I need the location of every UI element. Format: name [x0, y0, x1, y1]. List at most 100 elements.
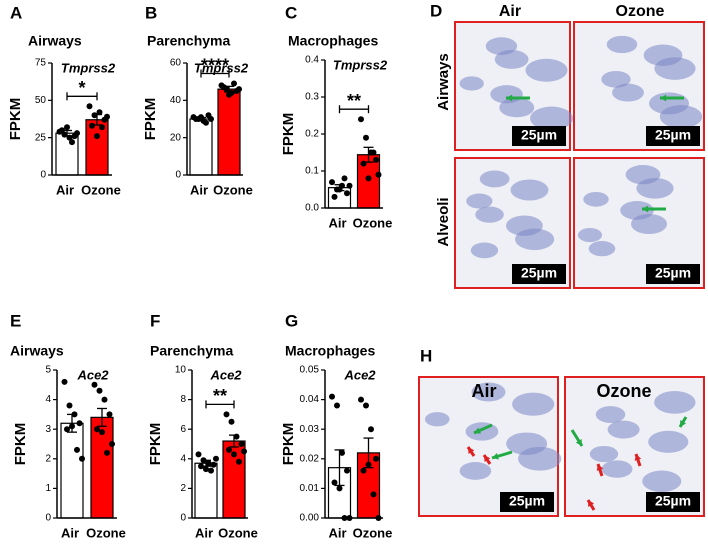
y-tick-label: 1	[45, 483, 51, 494]
data-point	[329, 179, 335, 186]
data-point	[360, 160, 367, 167]
x-tick-label: Ozone	[353, 215, 393, 230]
data-point	[66, 402, 73, 409]
arrow-head	[680, 420, 687, 427]
scale-bar-bg	[500, 492, 554, 512]
data-point	[210, 461, 217, 468]
scale-bar-label: 25µm	[655, 265, 691, 281]
data-point	[71, 411, 78, 418]
data-point	[373, 156, 379, 163]
data-point	[331, 479, 338, 486]
data-point	[208, 116, 214, 122]
arrow-head	[492, 453, 499, 460]
bar	[189, 118, 213, 176]
cell	[601, 70, 631, 88]
cell	[636, 178, 674, 199]
y-tick-label: 4	[180, 453, 186, 464]
panel-title: Macrophages	[285, 343, 375, 359]
panel-letter: C	[285, 3, 297, 22]
x-tick-label: Air	[61, 525, 79, 540]
cell	[654, 390, 696, 414]
data-point	[79, 455, 85, 462]
data-point	[94, 426, 100, 433]
scale-bar-bg	[512, 126, 566, 146]
arrow-head	[634, 454, 642, 461]
panel-title: Parenchyma	[147, 33, 230, 49]
data-point	[200, 457, 207, 464]
y-tick-label: 10	[175, 365, 187, 376]
data-point	[69, 423, 75, 430]
y-tick-label: 0.1	[305, 166, 319, 177]
data-point	[238, 441, 245, 447]
data-point	[76, 420, 83, 427]
y-axis-label: FPKM	[280, 113, 297, 156]
y-tick-label: 0.2	[305, 129, 319, 140]
cell	[470, 242, 499, 259]
data-point	[198, 463, 204, 470]
cell	[654, 57, 696, 80]
data-point	[203, 119, 209, 126]
cell	[606, 35, 638, 54]
y-axis-label: FPKM	[280, 423, 297, 466]
cell	[648, 430, 689, 453]
data-point	[96, 109, 103, 116]
data-point	[109, 441, 115, 447]
panel-letter: H	[420, 346, 432, 365]
cell	[471, 382, 506, 402]
arrow-head	[575, 439, 582, 446]
data-point	[104, 449, 110, 456]
gene-label: Ace2	[209, 367, 242, 382]
panel-letter: F	[150, 311, 160, 330]
significance-label: ****	[201, 55, 229, 75]
y-tick-label: 40	[170, 95, 182, 106]
cell	[459, 462, 492, 480]
gene-label: Ace2	[76, 367, 109, 382]
x-tick-label: Air	[190, 182, 208, 197]
data-point	[241, 448, 247, 455]
arrow-head	[596, 464, 604, 471]
panel-title: Airways	[10, 343, 64, 359]
data-point	[334, 402, 340, 409]
cell	[512, 392, 555, 416]
data-point	[64, 124, 70, 131]
data-point	[365, 461, 372, 468]
panel-letter: B	[145, 3, 157, 22]
cell	[466, 193, 493, 209]
data-point	[336, 485, 343, 492]
gene-label: Tmprss2	[194, 60, 249, 75]
x-tick-label: Ozone	[353, 525, 393, 540]
panel-title: Macrophages	[288, 33, 378, 49]
data-point	[373, 455, 379, 462]
y-axis-label: FPKM	[147, 423, 164, 466]
column-label: Air	[471, 381, 496, 401]
y-tick-label: 25	[35, 132, 47, 143]
cell	[659, 105, 703, 129]
panel-letter: G	[285, 311, 298, 330]
scale-bar-bg	[646, 264, 700, 284]
cell	[577, 228, 603, 243]
data-point	[61, 131, 68, 138]
data-point	[96, 387, 103, 394]
y-axis-label: FPKM	[7, 98, 24, 141]
data-point	[91, 112, 98, 119]
data-point	[195, 451, 202, 458]
data-point	[236, 458, 242, 465]
scale-bar-label: 25µm	[655, 127, 691, 143]
cell	[499, 97, 535, 118]
arrow-head	[660, 94, 667, 102]
data-point	[331, 193, 338, 200]
data-point	[365, 175, 372, 182]
y-tick-label: 0.00	[300, 513, 320, 524]
column-label: Air	[499, 3, 521, 20]
cell	[601, 460, 633, 478]
data-point	[228, 418, 235, 425]
data-point	[86, 103, 93, 110]
x-tick-label: Air	[328, 525, 346, 540]
x-tick-label: Ozone	[218, 525, 258, 540]
scale-bar-bg	[512, 264, 566, 284]
cell	[612, 83, 644, 102]
data-point	[193, 116, 199, 122]
data-point	[101, 396, 108, 403]
row-label: Airways	[435, 53, 452, 111]
